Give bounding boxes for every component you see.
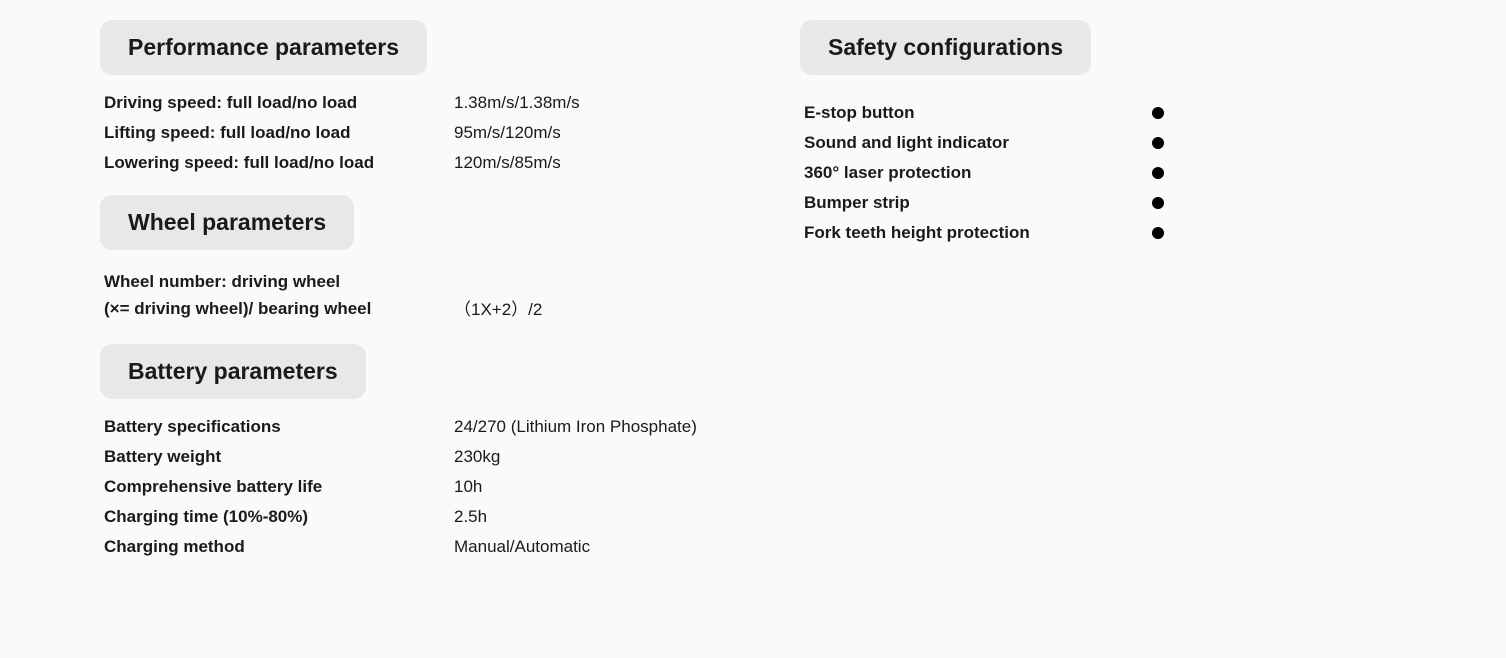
wheel-label-line2: (×= driving wheel)/ bearing wheel	[104, 295, 454, 322]
safety-label: Fork teeth height protection	[804, 223, 1030, 243]
spec-label: Charging method	[104, 537, 454, 557]
left-column: Performance parameters Driving speed: fu…	[100, 20, 740, 579]
battery-section: Battery parameters Battery specification…	[100, 344, 740, 557]
wheel-section: Wheel parameters Wheel number: driving w…	[100, 195, 740, 322]
performance-body: Driving speed: full load/no load 1.38m/s…	[100, 93, 740, 173]
spec-row: Charging time (10%-80%) 2.5h	[104, 507, 740, 527]
safety-row: 360° laser protection	[804, 163, 1164, 183]
spec-label: Battery weight	[104, 447, 454, 467]
spec-row: Wheel number: driving wheel (×= driving …	[104, 268, 740, 322]
spec-label: Lowering speed: full load/no load	[104, 153, 454, 173]
wheel-label-line1: Wheel number: driving wheel	[104, 268, 454, 295]
safety-title: Safety configurations	[828, 34, 1063, 60]
safety-label: Sound and light indicator	[804, 133, 1009, 153]
spec-value: 1.38m/s/1.38m/s	[454, 93, 580, 113]
spec-row: Comprehensive battery life 10h	[104, 477, 740, 497]
right-column: Safety configurations E-stop button Soun…	[800, 20, 1200, 579]
spec-row: Battery weight 230kg	[104, 447, 740, 467]
spec-label: Driving speed: full load/no load	[104, 93, 454, 113]
safety-row: Bumper strip	[804, 193, 1164, 213]
performance-header: Performance parameters	[100, 20, 427, 75]
spec-value: 95m/s/120m/s	[454, 123, 561, 143]
safety-row: E-stop button	[804, 103, 1164, 123]
spec-value: （1X+2）/2	[454, 295, 542, 322]
safety-body: E-stop button Sound and light indicator …	[800, 93, 1200, 243]
battery-body: Battery specifications 24/270 (Lithium I…	[100, 417, 740, 557]
safety-header: Safety configurations	[800, 20, 1091, 75]
safety-dot-icon	[1152, 227, 1164, 239]
wheel-body: Wheel number: driving wheel (×= driving …	[100, 268, 740, 322]
safety-dot-icon	[1152, 167, 1164, 179]
safety-label: Bumper strip	[804, 193, 910, 213]
safety-label: 360° laser protection	[804, 163, 971, 183]
safety-dot-icon	[1152, 197, 1164, 209]
battery-title: Battery parameters	[128, 358, 338, 384]
spec-value: Manual/Automatic	[454, 537, 590, 557]
performance-section: Performance parameters Driving speed: fu…	[100, 20, 740, 173]
spec-label: Comprehensive battery life	[104, 477, 454, 497]
spec-row: Battery specifications 24/270 (Lithium I…	[104, 417, 740, 437]
wheel-title: Wheel parameters	[128, 209, 326, 235]
wheel-header: Wheel parameters	[100, 195, 354, 250]
spec-row: Charging method Manual/Automatic	[104, 537, 740, 557]
safety-dot-icon	[1152, 137, 1164, 149]
spec-value: 24/270 (Lithium Iron Phosphate)	[454, 417, 697, 437]
safety-row: Sound and light indicator	[804, 133, 1164, 153]
performance-title: Performance parameters	[128, 34, 399, 60]
spec-label: Wheel number: driving wheel (×= driving …	[104, 268, 454, 322]
safety-section: Safety configurations E-stop button Soun…	[800, 20, 1200, 243]
safety-row: Fork teeth height protection	[804, 223, 1164, 243]
battery-header: Battery parameters	[100, 344, 366, 399]
spec-row: Lowering speed: full load/no load 120m/s…	[104, 153, 740, 173]
spec-value: 230kg	[454, 447, 500, 467]
spec-label: Battery specifications	[104, 417, 454, 437]
spec-label: Lifting speed: full load/no load	[104, 123, 454, 143]
main-container: Performance parameters Driving speed: fu…	[0, 20, 1506, 579]
spec-row: Driving speed: full load/no load 1.38m/s…	[104, 93, 740, 113]
safety-label: E-stop button	[804, 103, 914, 123]
safety-dot-icon	[1152, 107, 1164, 119]
spec-value: 2.5h	[454, 507, 487, 527]
spec-row: Lifting speed: full load/no load 95m/s/1…	[104, 123, 740, 143]
spec-label: Charging time (10%-80%)	[104, 507, 454, 527]
spec-value: 120m/s/85m/s	[454, 153, 561, 173]
spec-value: 10h	[454, 477, 482, 497]
